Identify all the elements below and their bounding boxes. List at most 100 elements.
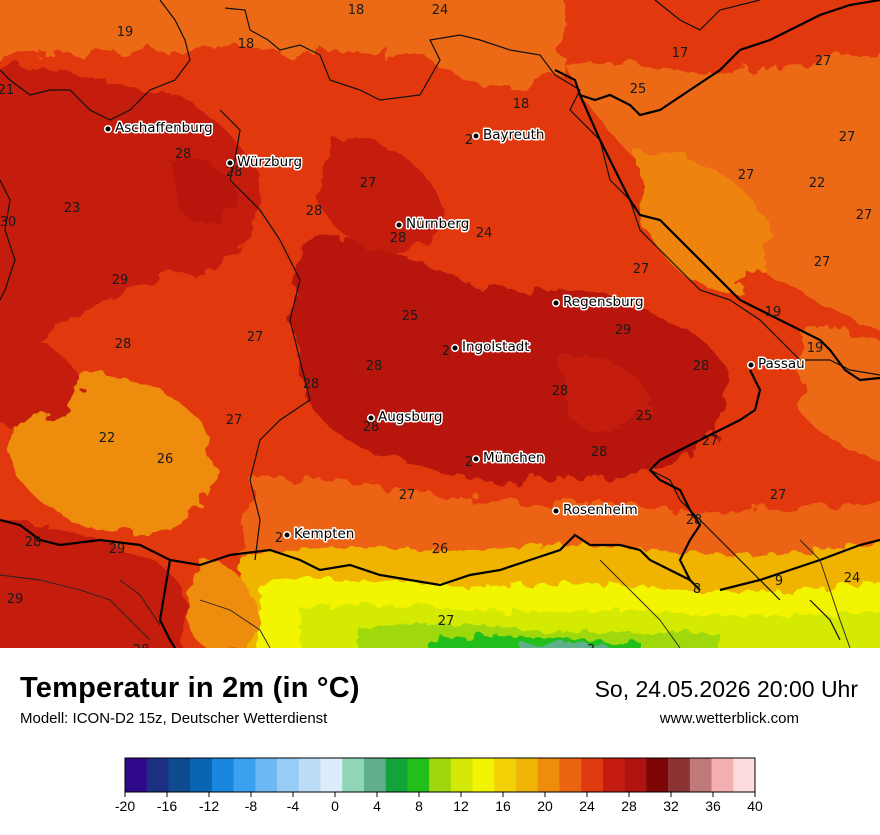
- grid-value: 17: [672, 46, 689, 61]
- legend-swatch: [233, 758, 256, 792]
- grid-value: 27: [856, 208, 873, 223]
- grid-value: 27: [770, 488, 787, 503]
- grid-value: 28: [591, 445, 608, 460]
- city-dot: [103, 124, 113, 134]
- legend-tick-label: -20: [115, 798, 135, 814]
- grid-value: 27: [702, 434, 719, 449]
- grid-value: 28: [306, 204, 323, 219]
- grid-value: 26: [432, 542, 449, 557]
- temperature-map: 18 24 19 18 17 27 21 25 18 27 28 2 28 27 27 22 23 28 27 30 2…: [0, 0, 880, 648]
- grid-value: 28: [552, 384, 569, 399]
- legend-swatch: [472, 758, 495, 792]
- city-mnchen: München: [471, 449, 546, 468]
- legend-swatch: [646, 758, 669, 792]
- city-dot: [551, 506, 561, 516]
- grid-value: 23: [64, 201, 81, 216]
- grid-value: 24: [844, 571, 861, 586]
- grid-value: 27: [247, 330, 264, 345]
- city-dot: [551, 298, 561, 308]
- city-dot: [471, 454, 481, 464]
- grid-value: 18: [513, 97, 530, 112]
- city-nrnberg: Nürnberg: [394, 215, 471, 234]
- legend-swatch: [559, 758, 582, 792]
- grid-value: 28: [226, 165, 243, 180]
- grid-value: 28: [366, 359, 383, 374]
- legend-swatch: [450, 758, 473, 792]
- city-dot: [471, 131, 481, 141]
- legend-swatch: [146, 758, 169, 792]
- grid-value: 9: [775, 574, 783, 589]
- grid-value: 28: [133, 643, 150, 648]
- grid-value: 28: [390, 231, 407, 246]
- grid-value: 28: [25, 535, 42, 550]
- grid-value: 28: [303, 377, 320, 392]
- city-regensburg: Regensburg: [551, 293, 645, 312]
- legend-frame: [124, 757, 756, 793]
- legend-swatch: [668, 758, 691, 792]
- legend-swatch: [494, 758, 517, 792]
- grid-value: 2: [442, 344, 450, 359]
- legend-tick-label: 28: [621, 798, 637, 814]
- legend-swatch: [277, 758, 300, 792]
- city-label: Aschaffenburg: [115, 120, 213, 136]
- legend-tick-label: 40: [747, 798, 763, 814]
- grid-value: 3: [587, 643, 595, 648]
- map-title: Temperatur in 2m (in °C): [20, 672, 360, 704]
- forecast-datetime: So, 24.05.2026 20:00 Uhr: [594, 676, 858, 702]
- legend-swatch: [624, 758, 647, 792]
- grid-value: 21: [0, 83, 14, 98]
- city-ingolstadt: Ingolstadt: [450, 338, 531, 357]
- legend-swatch: [429, 758, 452, 792]
- grid-value: 29: [615, 323, 632, 338]
- legend-swatch: [516, 758, 539, 792]
- city-label: Augsburg: [378, 409, 442, 425]
- grid-value: 27: [738, 168, 755, 183]
- region-borders: [0, 0, 880, 641]
- grid-value: 27: [360, 176, 377, 191]
- grid-value: 18: [238, 37, 255, 52]
- legend-swatch: [689, 758, 712, 792]
- grid-value: 27: [815, 54, 832, 69]
- city-bayreuth: Bayreuth: [471, 126, 546, 145]
- legend-tick-label: -4: [287, 798, 300, 814]
- city-label: München: [483, 450, 545, 466]
- legend-swatch: [298, 758, 321, 792]
- grid-value: 22: [99, 431, 116, 446]
- grid-value: 19: [765, 305, 782, 320]
- city-label: Rosenheim: [563, 502, 638, 518]
- website-link[interactable]: www.wetterblick.com: [659, 710, 799, 727]
- city-label: Passau: [758, 356, 805, 372]
- city-dot: [225, 158, 235, 168]
- grid-value: 27: [226, 413, 243, 428]
- legend-tick-label: 8: [415, 798, 423, 814]
- legend-swatch: [385, 758, 408, 792]
- legend-swatch: [363, 758, 386, 792]
- map-footer: Temperatur in 2m (in °C) Modell: ICON-D2…: [0, 648, 880, 830]
- legend-tick-label: 20: [537, 798, 553, 814]
- grid-value: 26: [157, 452, 174, 467]
- color-legend-bar: -20 -16 -12 -8 -4 0 4 8 12 16 20 24 28 32 36 40: [115, 757, 763, 814]
- grid-value: 19: [117, 25, 134, 40]
- hot-red-areas: [0, 67, 728, 648]
- grid-value: 27: [814, 255, 831, 270]
- legend-tick-label: -12: [199, 798, 219, 814]
- grid-value: 27: [633, 262, 650, 277]
- legend-tick-label: 0: [331, 798, 339, 814]
- legend-swatch: [190, 758, 213, 792]
- legend-swatch: [125, 758, 148, 792]
- legend-swatch: [733, 758, 756, 792]
- city-kempten: Kempten: [282, 525, 356, 544]
- grid-value: 28: [175, 147, 192, 162]
- legend-swatch: [320, 758, 343, 792]
- legend-swatch: [711, 758, 734, 792]
- grid-value: 22: [809, 176, 826, 191]
- grid-value: 8: [693, 582, 701, 597]
- model-source: Modell: ICON-D2 15z, Deutscher Wetterdie…: [20, 710, 328, 727]
- city-rosenheim: Rosenheim: [551, 501, 639, 520]
- legend-tick-label: 24: [579, 798, 595, 814]
- city-aschaffenburg: Aschaffenburg: [103, 119, 214, 138]
- grid-value: 18: [348, 3, 365, 18]
- legend-swatch: [407, 758, 430, 792]
- grid-value: 29: [112, 273, 129, 288]
- grid-value: 27: [399, 488, 416, 503]
